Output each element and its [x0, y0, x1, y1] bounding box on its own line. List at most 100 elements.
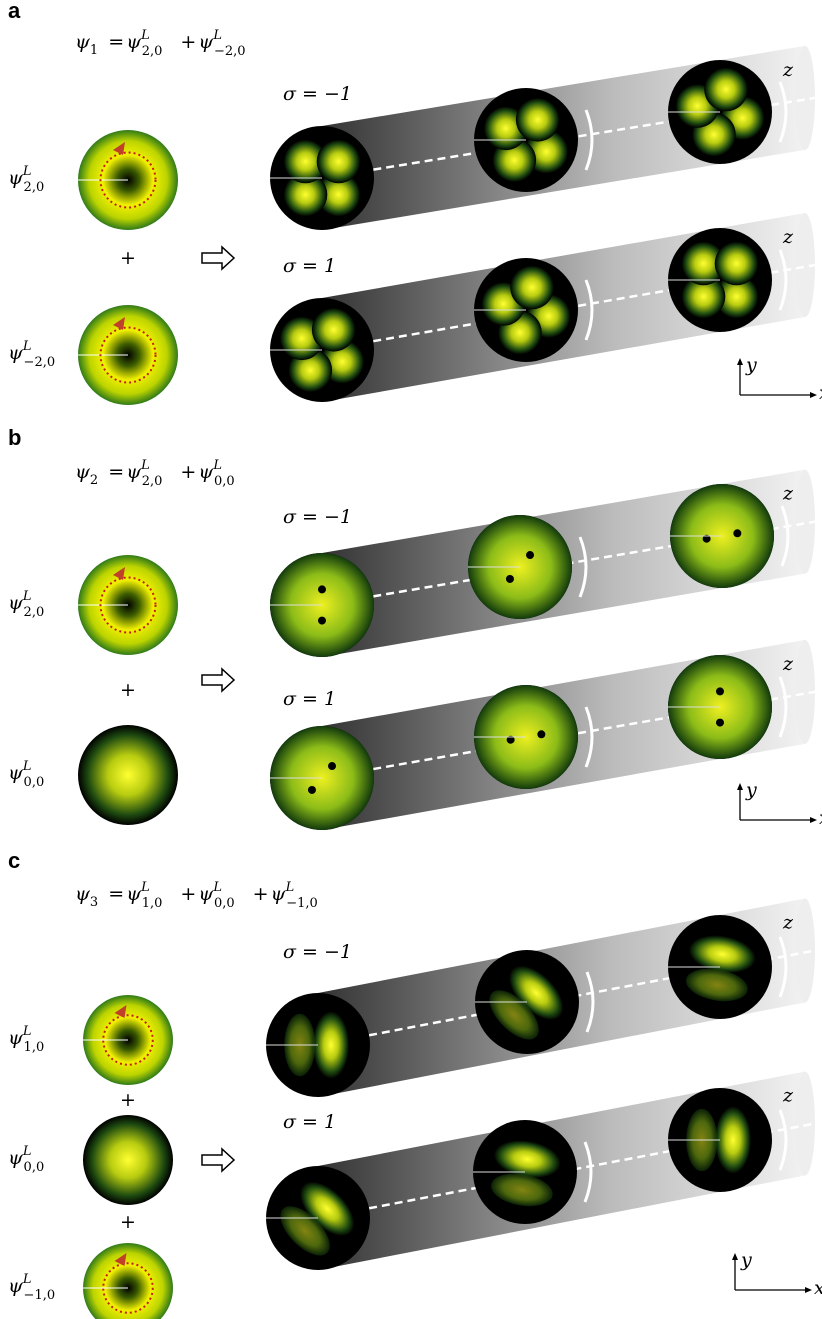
- lobe: [312, 308, 356, 352]
- symbol: ψ: [75, 461, 91, 483]
- z-label: z: [782, 653, 794, 675]
- dark-spot: [318, 585, 326, 593]
- z-label: z: [782, 1085, 794, 1107]
- subscript: 0,0: [24, 775, 45, 790]
- subscript: 0,0: [24, 1160, 45, 1175]
- symbol: ψ: [126, 461, 142, 483]
- z-label: z: [782, 912, 794, 934]
- symbol: ψ: [8, 592, 24, 614]
- symbol: ψ: [126, 31, 142, 53]
- mode-disk: [78, 725, 178, 825]
- sigma-label: σ = −1: [283, 941, 352, 963]
- plus: +: [120, 1211, 136, 1233]
- plus: +: [120, 1089, 136, 1111]
- psi-symbol: ψL2,0: [8, 164, 44, 195]
- subscript: −1,0: [24, 1288, 56, 1303]
- lobe: [313, 1011, 349, 1079]
- symbol: ψ: [271, 883, 287, 905]
- sigma-label: σ = 1: [283, 1111, 336, 1133]
- y-arrow: [737, 358, 743, 365]
- subscript: 1: [90, 43, 98, 58]
- symbol: ψ: [8, 1275, 24, 1297]
- subscript: −2,0: [24, 355, 56, 370]
- operator: +: [180, 461, 196, 483]
- superscript: L: [22, 589, 32, 604]
- symbol: ψ: [198, 461, 214, 483]
- psi-symbol: ψL−2,0: [198, 28, 245, 59]
- operator: +: [180, 883, 196, 905]
- operator: +: [180, 31, 196, 53]
- implies-arrow: [202, 669, 234, 691]
- sigma-label: σ = −1: [283, 506, 352, 528]
- superscript: L: [22, 339, 32, 354]
- superscript: L: [22, 759, 32, 774]
- dark-spot: [526, 551, 534, 559]
- psi-symbol: ψ2: [75, 461, 98, 488]
- psi-symbol: ψL−1,0: [8, 1272, 55, 1303]
- subscript: 2,0: [142, 474, 163, 489]
- z-label: z: [782, 59, 794, 81]
- panel-label: c: [8, 848, 20, 873]
- symbol: ψ: [198, 31, 214, 53]
- tube-end: [795, 1072, 815, 1176]
- subscript: 1,0: [142, 896, 163, 911]
- lobe: [510, 266, 554, 310]
- symbol: ψ: [75, 883, 91, 905]
- symbol: ψ: [75, 31, 91, 53]
- subscript: −1,0: [286, 896, 318, 911]
- symbol: ψ: [8, 762, 24, 784]
- sigma-label: σ = 1: [283, 688, 336, 710]
- dark-spot: [506, 575, 514, 583]
- symbol: ψ: [198, 883, 214, 905]
- dark-spot: [318, 617, 326, 625]
- lobe: [715, 1106, 751, 1174]
- psi-symbol: ψL−2,0: [8, 339, 55, 370]
- x-axis-label: x: [814, 1277, 822, 1299]
- y-axis-label: y: [740, 1249, 752, 1271]
- operator: +: [253, 883, 269, 905]
- x-arrow: [810, 392, 817, 398]
- superscript: L: [140, 28, 150, 43]
- subscript: 1,0: [24, 1040, 45, 1055]
- dark-spot: [716, 719, 724, 727]
- operator: =: [108, 31, 124, 53]
- lobe: [704, 68, 748, 112]
- superscript: L: [212, 458, 222, 473]
- symbol: ψ: [8, 1147, 24, 1169]
- subscript: 0,0: [214, 474, 235, 489]
- x-arrow: [810, 817, 817, 823]
- subscript: 2,0: [24, 605, 45, 620]
- y-axis-label: y: [745, 354, 757, 376]
- implies-arrow: [202, 247, 234, 269]
- superscript: L: [212, 28, 222, 43]
- psi-symbol: ψL−1,0: [271, 880, 318, 911]
- lobe: [317, 140, 361, 184]
- subscript: −2,0: [214, 44, 246, 59]
- superscript: L: [22, 1272, 32, 1287]
- plus: +: [120, 679, 136, 701]
- dark-spot: [308, 786, 316, 794]
- z-label: z: [782, 226, 794, 248]
- dark-spot: [328, 762, 336, 770]
- symbol: ψ: [8, 342, 24, 364]
- superscript: L: [22, 1024, 32, 1039]
- lobe: [516, 98, 560, 142]
- superscript: L: [140, 880, 150, 895]
- dark-spot: [716, 687, 724, 695]
- superscript: L: [285, 880, 295, 895]
- psi-symbol: ψ1: [75, 31, 98, 58]
- sigma-label: σ = 1: [283, 255, 336, 277]
- superscript: L: [212, 880, 222, 895]
- x-arrow: [805, 1287, 812, 1293]
- lobe: [715, 242, 759, 286]
- operator: =: [108, 461, 124, 483]
- mode-disk: [83, 1115, 173, 1205]
- panel-label: b: [8, 425, 21, 450]
